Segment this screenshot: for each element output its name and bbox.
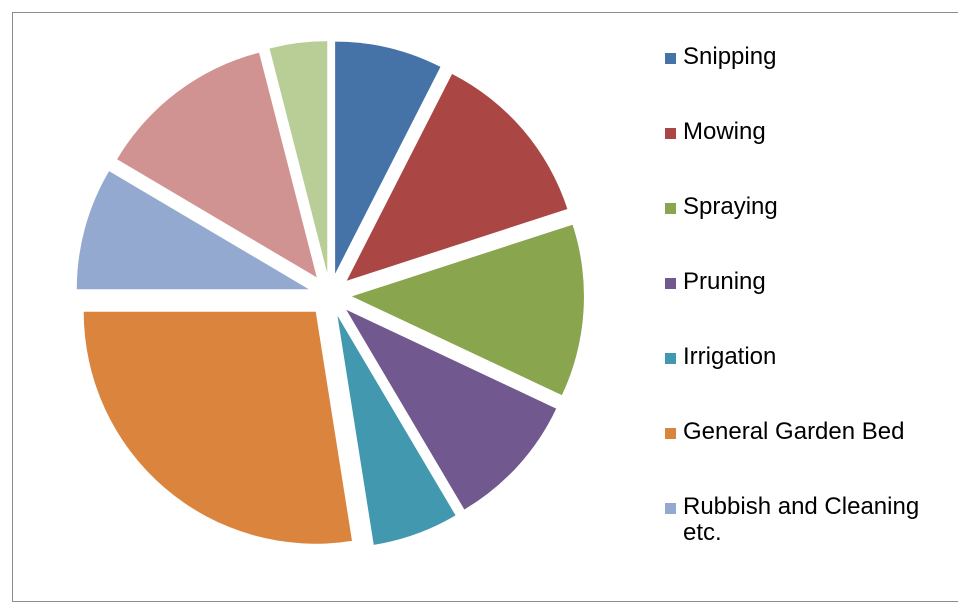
legend-swatch [665, 203, 676, 214]
legend-label: Rubbish and Cleaning etc. [683, 493, 920, 546]
legend-swatch [665, 353, 676, 364]
legend-label: Irrigation [683, 343, 777, 370]
legend-label: General Garden Bed [683, 418, 905, 445]
legend-entry: Rubbish and Cleaning etc. [665, 494, 955, 546]
legend-swatch [665, 428, 676, 439]
pie-slice [346, 309, 557, 510]
page: {"chart_data": {"type": "pie", "categori… [12, 12, 958, 602]
legend-swatch [665, 128, 676, 139]
legend-entry: Mowing [665, 119, 955, 145]
legend-label: Pruning [683, 268, 766, 295]
legend: Snipping Mowing Spraying Pruning Irrigation G… [665, 44, 955, 595]
legend-label: Spraying [683, 193, 778, 220]
pie-slice [346, 73, 568, 281]
legend-label: Mowing [683, 118, 766, 145]
legend-entry: Snipping [665, 44, 955, 70]
pie-slice [337, 315, 456, 545]
pie-slice [83, 311, 353, 544]
legend-swatch [665, 278, 676, 289]
legend-entry: General Garden Bed [665, 419, 955, 445]
legend-label: Snipping [683, 43, 777, 70]
legend-entry: Spraying [665, 194, 955, 220]
legend-swatch [665, 503, 676, 514]
pie-slice [76, 171, 309, 290]
legend-swatch [665, 53, 676, 64]
legend-entry: Pruning [665, 269, 955, 295]
legend-entry: Irrigation [665, 344, 955, 370]
pie-slice [269, 41, 328, 274]
pie-slice [351, 224, 584, 396]
pie-slice [117, 52, 317, 278]
chart [76, 41, 584, 545]
pie-slice [335, 41, 441, 274]
